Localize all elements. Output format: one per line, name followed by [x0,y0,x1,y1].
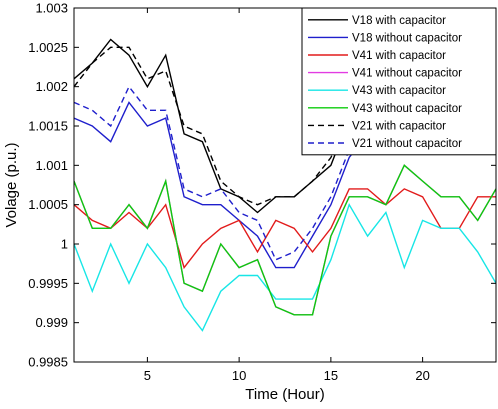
series-line-8 [74,85,496,261]
legend-label: V21 without capacitor [352,138,462,150]
x-axis-title: Time (Hour) [245,386,324,403]
y-tick-label: 1.001 [35,158,68,173]
y-tick-label: 1.0005 [28,197,68,212]
legend-label: V18 with capacitor [352,15,446,27]
plot-frame [73,7,497,363]
y-tick-label: 0.9995 [28,276,68,291]
series-line-6 [74,164,496,316]
x-tick-label: 10 [232,368,246,383]
y-tick-label: 1.0025 [28,40,68,55]
x-tick-label: 15 [324,368,338,383]
y-tick-label: 1 [61,237,68,252]
legend-label: V41 with capacitor [352,50,446,62]
series-line-3 [74,188,496,270]
y-tick-label: 1.003 [35,1,68,16]
y-axis-title: Volage (p.u.) [3,142,20,227]
legend-label: V43 with capacitor [352,85,446,97]
y-tick-label: 0.999 [35,315,68,330]
legend-label: V43 without capacitor [352,103,462,115]
legend-label: V21 with capacitor [352,120,446,132]
y-tick-label: 1.0015 [28,119,68,134]
legend-label: V18 without capacitor [352,32,462,44]
legend-label: V41 without capacitor [352,68,462,80]
x-tick-label: 20 [415,368,429,383]
legend: V18 with capacitor V18 without capacitor V… [301,7,497,156]
y-tick-label: 0.9985 [28,355,68,370]
legend-box [301,7,497,156]
y-tick-label: 1.002 [35,79,68,94]
x-tick-label: 5 [144,368,151,383]
series-line-5 [74,203,496,332]
